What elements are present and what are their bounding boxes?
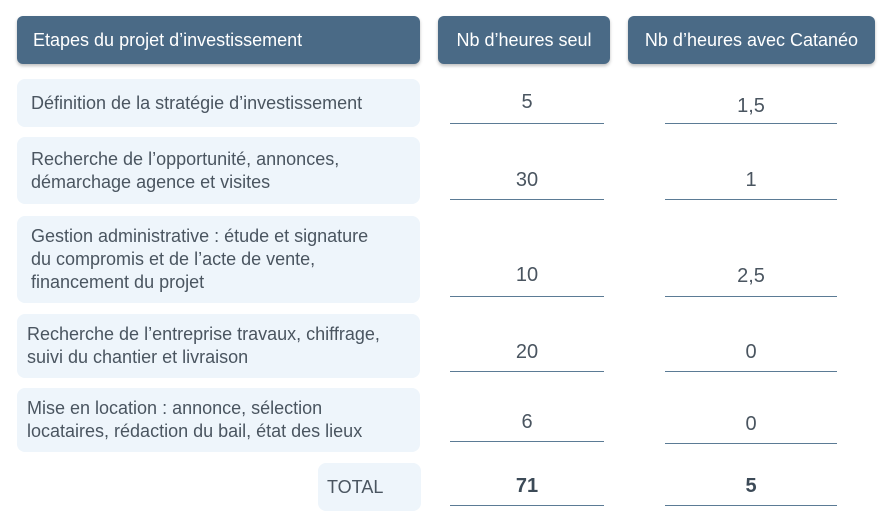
hours-with-value: 1,5 xyxy=(665,94,837,124)
step-row-1: Définition de la stratégie d’investissem… xyxy=(17,79,420,127)
total-hours-alone: 71 xyxy=(450,474,604,506)
header-hours-alone: Nb d’heures seul xyxy=(438,16,610,64)
step-label-line: Gestion administrative : étude et signat… xyxy=(31,226,369,246)
step-label-line: du compromis et de l’acte de vente, xyxy=(31,249,316,269)
hours-alone-value: 30 xyxy=(450,168,604,200)
hours-with-value: 0 xyxy=(665,412,837,444)
header-hours-with: Nb d’heures avec Catanéo xyxy=(628,16,875,64)
hours-with-value: 1 xyxy=(665,168,837,200)
step-row-5: Mise en location : annonce, sélection lo… xyxy=(17,388,420,452)
step-label-line: locataires, rédaction du bail, état des … xyxy=(27,421,363,441)
step-label-line: Définition de la stratégie d’investissem… xyxy=(31,92,363,113)
hours-with-value: 0 xyxy=(665,340,837,372)
step-label-line: financement du projet xyxy=(31,272,205,292)
total-hours-with: 5 xyxy=(665,474,837,506)
step-label-line: Recherche de l’entreprise travaux, chiff… xyxy=(27,324,380,344)
total-label: TOTAL xyxy=(318,463,421,511)
header-steps: Etapes du projet d’investissement xyxy=(17,16,420,64)
step-row-2: Recherche de l’opportunité, annonces, dé… xyxy=(17,137,420,204)
hours-with-value: 2,5 xyxy=(665,264,837,297)
step-label-line: suivi du chantier et livraison xyxy=(27,347,249,367)
hours-alone-value: 10 xyxy=(450,263,604,297)
hours-alone-value: 20 xyxy=(450,340,604,372)
step-row-4: Recherche de l’entreprise travaux, chiff… xyxy=(17,314,420,378)
hours-alone-value: 5 xyxy=(450,90,604,124)
step-label-line: démarchage agence et visites xyxy=(31,171,271,192)
step-label-line: Recherche de l’opportunité, annonces, xyxy=(31,148,340,169)
hours-alone-value: 6 xyxy=(450,410,604,442)
step-row-3: Gestion administrative : étude et signat… xyxy=(17,216,420,303)
step-label-line: Mise en location : annonce, sélection xyxy=(27,398,323,418)
